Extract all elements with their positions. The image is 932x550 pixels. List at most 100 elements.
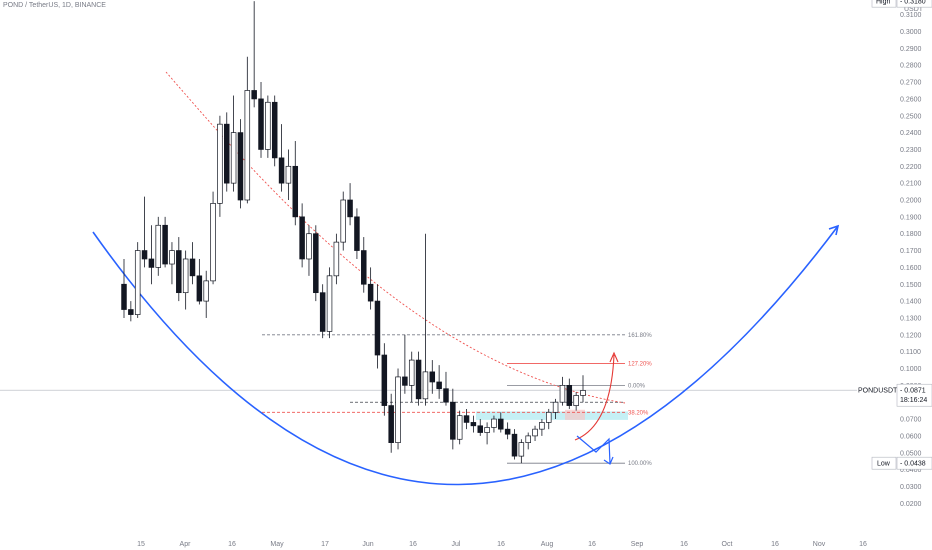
candle-body [456,415,463,440]
candle-body [224,123,230,184]
candle [251,1,257,108]
candle-body [230,132,237,184]
x-axis: 15 Apr 16 May 17 Jun 16 Jul 16 Aug 16 Sep 16 Oct 16 Nov… [137,541,867,548]
candle [230,95,237,192]
candle [545,408,552,430]
x-tick-label: 16 [228,541,236,548]
y-tick-label: 0.1800 [900,231,922,238]
candle-body [450,401,456,440]
candle [196,258,203,305]
y-tick-label: 0.0500 [900,450,922,457]
candle [532,425,538,441]
candle [285,149,292,200]
bullish-projection-arrow [574,354,615,441]
candle-body [580,390,586,396]
rounding-bottom-curve [92,225,839,486]
candle-body [271,101,278,159]
candle-body [374,300,381,356]
candle [456,410,463,445]
candle [340,191,346,251]
candle-body [545,411,552,423]
candle-body [477,425,483,433]
fib-label: 38.20% [628,410,649,416]
candle [148,225,155,285]
y-tick-label: 0.3100 [900,12,922,19]
candle [470,415,477,433]
candle [313,225,319,302]
candle [319,284,326,339]
candle [415,351,422,406]
bar-countdown: 18:16:24 [900,397,927,404]
candle-body [381,354,388,406]
x-tick-label: Nov [813,541,826,548]
y-tick-label: 0.2700 [900,80,922,87]
candle-body [141,250,148,260]
candle [539,419,545,436]
candle [511,429,518,460]
y-tick-label: 0.2100 [900,181,922,188]
candle-body [189,258,196,277]
candle [498,412,504,433]
candle [552,398,559,420]
candles [121,1,586,464]
candle [566,378,573,409]
fib-label: 0.00% [628,383,646,389]
y-tick-label: 0.0300 [900,484,922,491]
candle-body [333,241,340,277]
candle [203,270,209,318]
y-tick-label: 0.1100 [900,349,921,356]
candle [210,191,216,285]
candle [484,422,490,445]
low-value-badge [896,456,932,470]
candle-body [169,250,175,265]
y-axis: 0.3100 0.3000 0.2900 0.2800 0.2700 0.2600 0.25… [900,6,924,508]
candle [395,368,401,450]
x-tick-label: 15 [137,541,145,548]
candle [217,115,223,217]
candle-body [415,359,422,400]
candle [162,216,168,268]
candle-body [251,90,257,100]
x-tick-label: 16 [680,541,688,548]
candle-body [422,371,429,400]
y-tick-label: 0.0200 [900,501,922,508]
high-value-badge [896,0,932,8]
candle [463,408,470,430]
fib-label: 161.80% [628,333,652,339]
candle [326,267,333,339]
candle-body [532,428,538,437]
high-badge [871,0,897,8]
candle-body [347,199,353,218]
candle-body [552,401,559,413]
x-tick-label: Aug [541,541,554,548]
symbol-value: - 0.0871 [900,388,926,395]
candle [429,360,436,394]
candle [518,439,525,464]
low-badge [871,456,897,470]
price-badges: High - 0.3180 Low - 0.0438 PONDUSDT - 0.0871 1… [857,0,932,470]
y-tick-label: 0.2000 [900,198,922,205]
fib-label: 127.20% [628,361,652,367]
x-tick-label: Jul [452,541,461,548]
y-tick-label: 0.1700 [900,248,922,255]
x-tick-label: Jun [362,541,373,548]
candle-body [402,376,408,386]
candle [271,95,278,167]
candle-body [148,258,155,268]
candle [278,124,285,192]
fibonacci-levels: 161.80% 127.20% 0.00% 38.20% 100.00% [262,333,652,467]
candle [292,141,299,226]
candle [306,225,312,276]
candle [176,237,182,302]
candle [169,242,175,285]
candle-body [128,309,134,315]
y-tick-label: 0.2200 [900,164,922,171]
candle-body [463,415,470,423]
candle-body [285,165,292,184]
candle-body [237,132,244,201]
candle [237,119,244,209]
candle [299,203,305,268]
candle [491,415,497,433]
